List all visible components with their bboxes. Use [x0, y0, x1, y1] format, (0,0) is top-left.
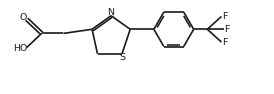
Text: F: F: [222, 12, 227, 21]
Text: S: S: [119, 53, 125, 62]
Text: HO: HO: [13, 44, 28, 53]
Text: N: N: [108, 8, 115, 17]
Text: F: F: [224, 25, 230, 34]
Text: F: F: [222, 38, 227, 47]
Text: O: O: [19, 13, 27, 22]
